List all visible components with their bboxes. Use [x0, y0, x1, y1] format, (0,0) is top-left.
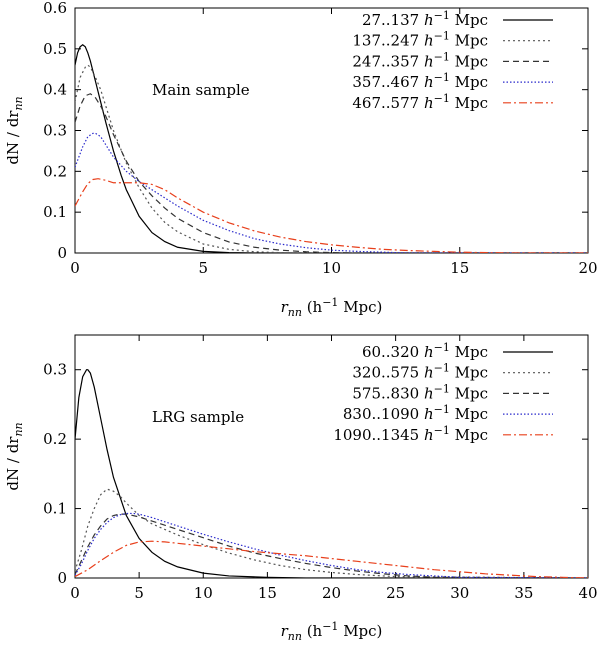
y-tick-label: 0.2 — [43, 162, 67, 180]
y-tick-label: 0.6 — [43, 0, 67, 17]
series-line-467..577 — [75, 178, 588, 253]
y-axis-label: dN / drnn — [4, 422, 25, 490]
y-tick-label: 0 — [57, 244, 67, 262]
y-tick-label: 0.3 — [43, 122, 67, 140]
x-axis-label: rnn (h−1 Mpc) — [281, 620, 383, 643]
y-tick-label: 0.4 — [43, 81, 67, 99]
series-line-247..357 — [75, 93, 588, 253]
sample-annotation: Main sample — [152, 81, 250, 99]
y-tick-label: 0.1 — [43, 500, 67, 518]
legend-label: 247..357 h−1 Mpc — [352, 50, 488, 70]
series-line-1090..1345 — [75, 540, 588, 578]
x-tick-label: 5 — [134, 584, 144, 602]
y-tick-label: 0.3 — [43, 361, 67, 379]
x-tick-label: 0 — [70, 584, 80, 602]
sample-annotation: LRG sample — [152, 408, 244, 426]
x-tick-label: 15 — [258, 584, 277, 602]
legend-label: 27..137 h−1 Mpc — [362, 9, 488, 29]
x-tick-label: 25 — [386, 584, 405, 602]
legend-label: 467..577 h−1 Mpc — [352, 92, 488, 112]
x-tick-label: 10 — [194, 584, 213, 602]
x-tick-label: 20 — [322, 584, 341, 602]
series-line-320..575 — [75, 488, 588, 578]
x-tick-label: 35 — [514, 584, 533, 602]
x-tick-label: 0 — [70, 259, 80, 277]
legend-label: 1090..1345 h−1 Mpc — [333, 424, 488, 444]
series-line-137..247 — [75, 64, 588, 253]
y-tick-label: 0.1 — [43, 203, 67, 221]
series-line-357..467 — [75, 132, 588, 253]
legend-label: 320..575 h−1 Mpc — [352, 362, 488, 382]
x-tick-label: 40 — [578, 584, 597, 602]
legend-label: 830..1090 h−1 Mpc — [343, 403, 488, 423]
legend-label: 575..830 h−1 Mpc — [352, 382, 488, 402]
x-tick-label: 15 — [450, 259, 469, 277]
x-tick-label: 20 — [578, 259, 597, 277]
y-tick-label: 0 — [57, 569, 67, 587]
series-line-27..137 — [75, 43, 588, 253]
series-line-830..1090 — [75, 512, 588, 578]
x-axis-label: rnn (h−1 Mpc) — [281, 296, 383, 319]
x-tick-label: 5 — [198, 259, 208, 277]
main-sample-panel: 0 5 10 15 20 0 0.1 0.2 0.3 0.4 0.5 0.6 rnn (h−1 Mpc)… — [4, 0, 598, 319]
legend-label: 137..247 h−1 Mpc — [352, 30, 488, 50]
legend-label: 60..320 h−1 Mpc — [362, 341, 488, 361]
y-tick-label: 0.5 — [43, 40, 67, 58]
lrg-sample-panel: 0 5 10 15 20 25 30 35 40 0 0.1 0.2 0.3 rnn (h−1 Mpc) d… — [4, 334, 598, 643]
x-tick-label: 30 — [450, 584, 469, 602]
series-line-575..830 — [75, 513, 588, 578]
x-tick-label: 10 — [322, 259, 341, 277]
y-tick-label: 0.2 — [43, 430, 67, 448]
series-line-60..320 — [75, 369, 588, 578]
legend-label: 357..467 h−1 Mpc — [352, 71, 488, 91]
plot-frame — [74, 7, 589, 254]
y-axis-label: dN / drnn — [4, 96, 25, 164]
